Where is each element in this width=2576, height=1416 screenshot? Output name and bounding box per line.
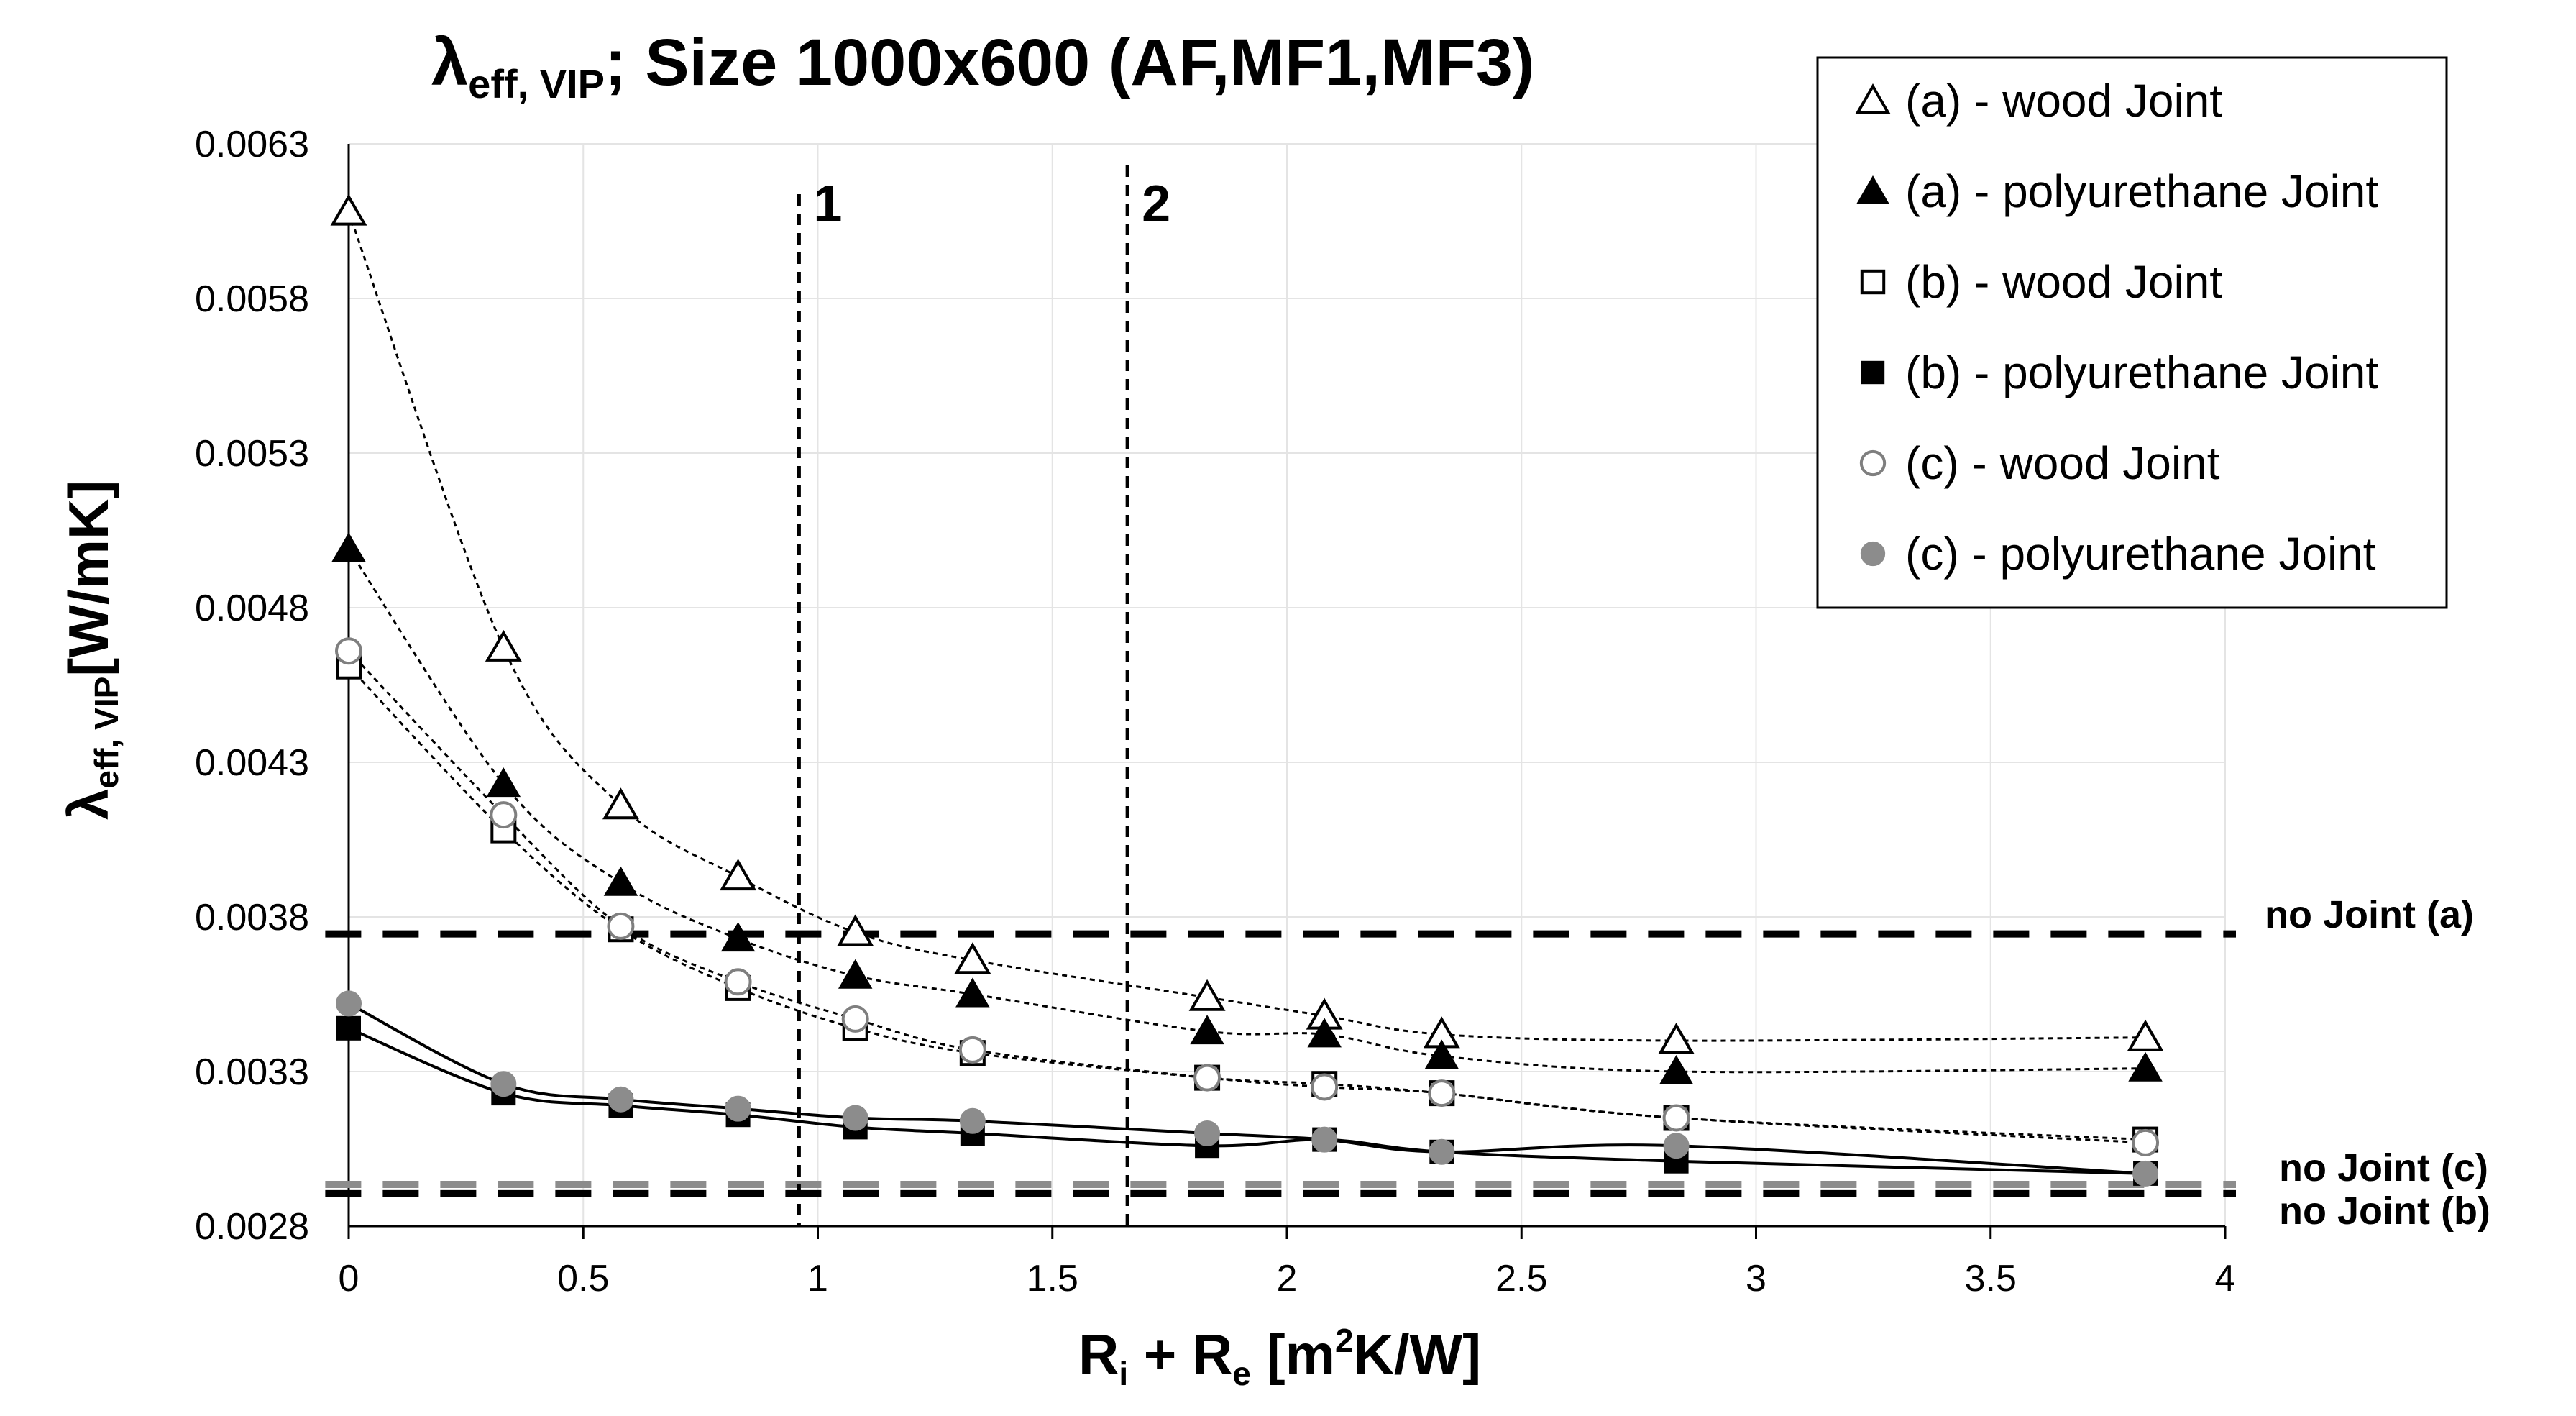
data-point (485, 629, 522, 662)
data-point (1194, 1120, 1221, 1146)
data-point (1659, 1055, 1694, 1084)
legend-label: (c) - wood Joint (1905, 437, 2220, 489)
chart-title: λeff, VIP; Size 1000x600 (AF,MF1,MF3) (431, 26, 1535, 106)
x-tick-label: 1.5 (1027, 1258, 1078, 1299)
legend-label: (a) - polyurethane Joint (1905, 165, 2378, 217)
data-point (1663, 1133, 1690, 1159)
data-point (330, 193, 367, 226)
legend-label: (a) - wood Joint (1905, 75, 2222, 127)
data-point (725, 1095, 751, 1122)
legend-marker (1856, 175, 1889, 204)
data-point (1428, 1079, 1456, 1107)
legend-label: (b) - polyurethane Joint (1905, 347, 2378, 398)
reference-line-label: no Joint (b) (2279, 1189, 2490, 1233)
data-point (720, 922, 756, 952)
data-point (608, 1086, 634, 1113)
y-tick-label: 0.0063 (195, 124, 309, 165)
x-tick-label: 0 (339, 1258, 359, 1299)
data-point (954, 942, 991, 974)
x-tick-label: 2.5 (1495, 1258, 1547, 1299)
data-point (1424, 1039, 1459, 1069)
data-point (1658, 1023, 1695, 1054)
data-points (330, 193, 2164, 1187)
x-tick-label: 2 (1277, 1258, 1298, 1299)
x-tick-label: 4 (2215, 1258, 2236, 1299)
data-point (958, 1036, 986, 1064)
legend-label: (b) - wood Joint (1905, 256, 2222, 308)
data-point (955, 977, 990, 1008)
data-point (1307, 1018, 1342, 1048)
data-point (842, 1105, 868, 1131)
data-point (1429, 1138, 1455, 1165)
y-tick-label: 0.0033 (195, 1051, 309, 1093)
y-tick-label: 0.0053 (195, 433, 309, 475)
trendline (347, 211, 2146, 1042)
x-tick-label: 3.5 (1965, 1258, 2017, 1299)
data-point (336, 1015, 361, 1041)
legend-label: (c) - polyurethane Joint (1905, 528, 2376, 580)
data-point (486, 767, 521, 798)
data-point (720, 859, 757, 891)
data-point (1190, 1015, 1224, 1045)
data-point (838, 959, 873, 989)
vertical-marker-label: 1 (813, 175, 842, 233)
vertical-marker-label: 2 (1142, 175, 1170, 233)
x-tick-labels: 0 0.5 1 1.5 2 2.5 3 3.5 4 (339, 1258, 2236, 1299)
legend-marker (1859, 449, 1887, 477)
legend-marker (1860, 269, 1886, 295)
data-point (1311, 1126, 1338, 1153)
x-tick-label: 3 (1746, 1258, 1766, 1299)
legend: (a) - wood Joint (a) - polyurethane Joint… (1816, 56, 2448, 609)
data-point (2128, 1051, 2163, 1082)
data-point (2132, 1160, 2159, 1187)
data-point (841, 1005, 869, 1033)
data-point (1662, 1104, 1690, 1132)
data-point (490, 1071, 517, 1097)
axes (347, 144, 2227, 1239)
data-point (837, 914, 874, 946)
x-tick-label: 1 (807, 1258, 828, 1299)
data-point (331, 532, 366, 562)
data-point (336, 990, 362, 1017)
data-point (602, 787, 639, 820)
data-point (724, 968, 752, 996)
reference-line-label: no Joint (c) (2279, 1146, 2488, 1189)
x-tick-label: 0.5 (557, 1258, 609, 1299)
y-tick-label: 0.0038 (195, 897, 309, 938)
reference-lines: no Joint (a) no Joint (c)no Joint (b) (325, 893, 2490, 1233)
legend-marker (1855, 83, 1891, 114)
data-point (1311, 1073, 1339, 1101)
y-axis-title: λeff, VIP[W/mK] (57, 480, 125, 820)
y-tick-label: 0.0048 (195, 588, 309, 629)
data-point (2132, 1128, 2160, 1156)
data-point (959, 1107, 986, 1134)
data-point (607, 912, 635, 940)
data-point (1188, 979, 1226, 1011)
data-point (1193, 1064, 1221, 1092)
x-axis-title: Ri + Re [m2K/W] (1078, 1322, 1481, 1392)
legend-marker (1861, 360, 1885, 385)
legend-marker (1860, 541, 1886, 567)
data-point (603, 866, 638, 896)
data-point (2127, 1019, 2164, 1051)
trendline (347, 650, 2146, 1144)
reference-line-label: no Joint (a) (2265, 893, 2474, 936)
data-point (335, 637, 362, 665)
y-tick-label: 0.0043 (195, 742, 309, 784)
y-tick-label: 0.0058 (195, 278, 309, 320)
y-tick-labels: 0.0028 0.0033 0.0038 0.0043 0.0048 0.0053 0.00… (195, 124, 309, 1248)
data-point (490, 801, 518, 829)
y-tick-label: 0.0028 (195, 1206, 309, 1248)
legend-box (1816, 56, 2448, 609)
